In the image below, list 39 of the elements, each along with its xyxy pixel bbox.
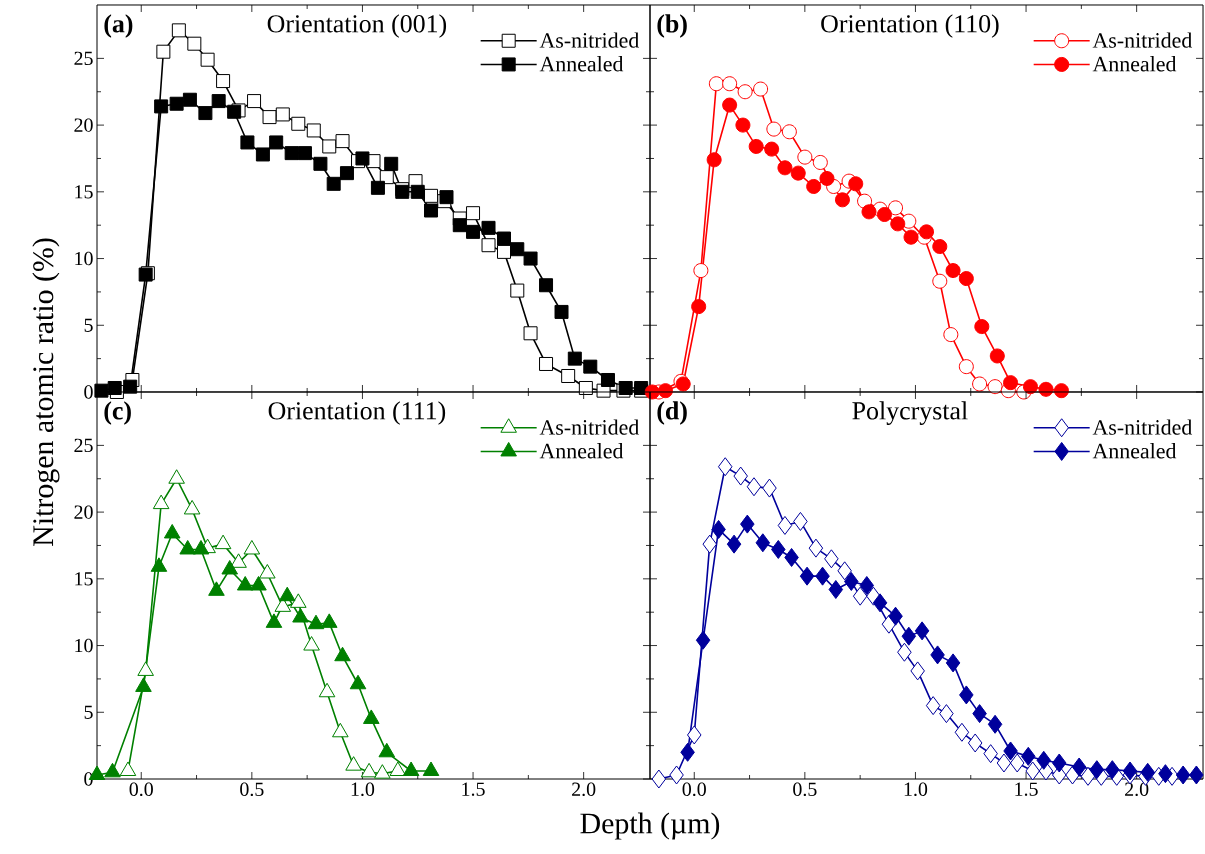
y-tick-label: 20	[74, 505, 93, 519]
x-tick-label: 2.0	[1125, 782, 1149, 797]
x-tick-label: 0.0	[129, 782, 153, 797]
x-tick-label: 0.0	[682, 782, 706, 797]
annotation: (c)	[104, 401, 131, 425]
legend-label: As-nitrided	[539, 419, 640, 435]
legend-label: Annealed	[1092, 443, 1177, 459]
y-tick-label: 15	[75, 185, 93, 199]
y-tick-label: 25	[74, 51, 93, 66]
legend-label: Annealed	[539, 56, 624, 72]
y-tick-label: 20	[74, 118, 93, 132]
y-tick-label: 0	[84, 385, 93, 399]
y-tick-label: 10	[75, 251, 93, 266]
legend-label: As-nitrided	[539, 32, 640, 48]
y-axis-title: Nitrogen atomic ratio (%)	[32, 238, 60, 546]
chart-title: Orientation (001)	[267, 14, 447, 38]
y-tick-label: 5	[84, 318, 93, 332]
x-tick-label: 1.0	[351, 782, 375, 797]
chart-title: Orientation (110)	[821, 14, 999, 38]
x-axis-title: Depth (µm)	[580, 812, 720, 840]
x-tick-label: 1.5	[462, 782, 485, 796]
x-tick-label: 0.5	[793, 782, 817, 797]
legend-label: As-nitrided	[1092, 419, 1193, 435]
legend-label: Annealed	[539, 443, 624, 459]
y-tick-label: 15	[75, 572, 93, 586]
y-tick-label: 25	[74, 438, 93, 453]
annotation: (a)	[104, 14, 133, 38]
legend-label: As-nitrided	[1092, 32, 1193, 48]
x-tick-label: 1.5	[1015, 782, 1038, 796]
x-tick-label: 0.5	[240, 782, 264, 797]
chart-title: Polycrystal	[852, 401, 968, 425]
chart-title: Orientation (111)	[268, 401, 446, 425]
annotation: (b)	[657, 14, 687, 38]
x-tick-label: 2.0	[572, 782, 596, 797]
x-tick-label: 1.0	[904, 782, 928, 797]
legend-label: Annealed	[1092, 56, 1177, 72]
y-tick-label: 5	[84, 705, 93, 719]
annotation: (d)	[657, 401, 687, 425]
y-tick-label: 10	[75, 638, 93, 653]
